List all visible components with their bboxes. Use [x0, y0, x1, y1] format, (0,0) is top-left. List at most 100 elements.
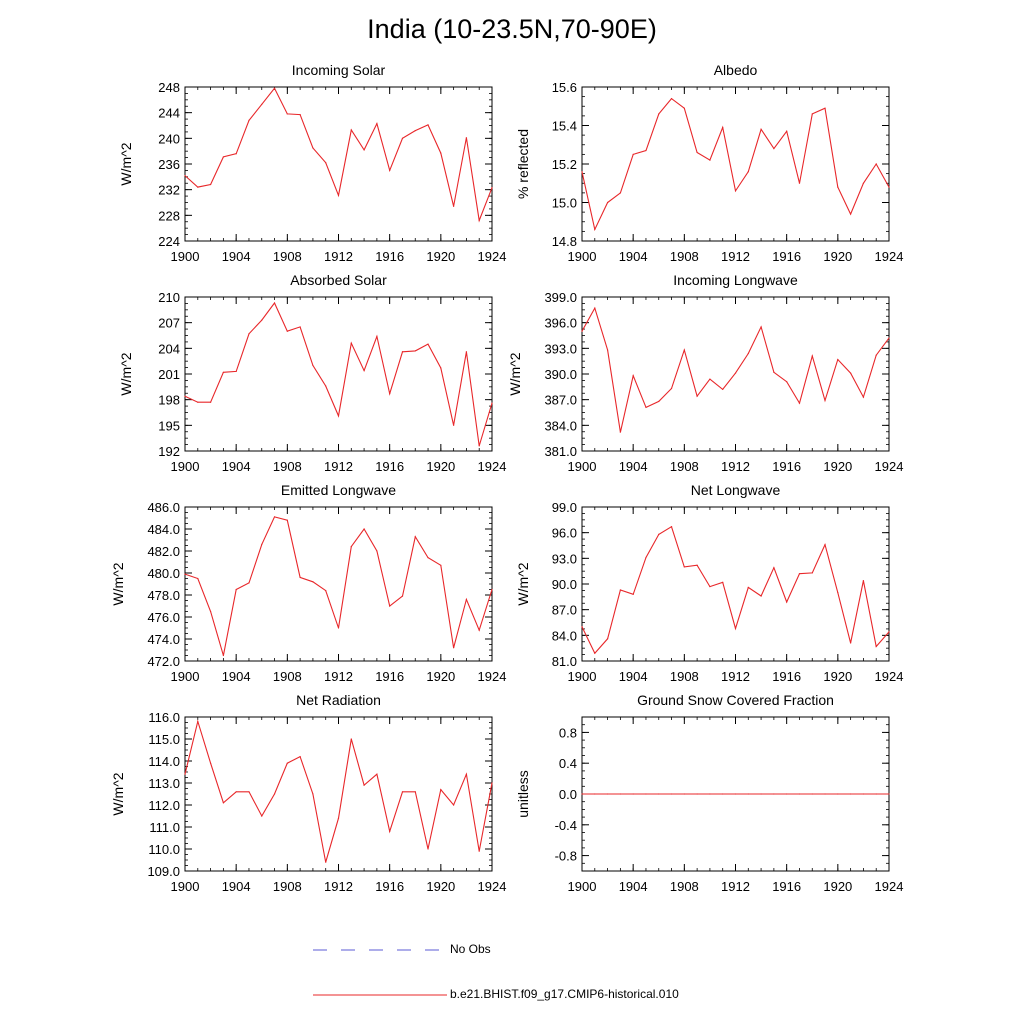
x-tick-label: 1908 [670, 669, 699, 684]
data-point [350, 738, 352, 740]
data-point [440, 564, 442, 566]
y-tick-label: 204 [158, 341, 180, 356]
data-point [453, 424, 455, 426]
data-point [862, 793, 865, 795]
data-point [606, 638, 609, 640]
series-line [184, 719, 493, 863]
data-point [747, 352, 749, 355]
data-point [581, 793, 583, 795]
chart-panel-5: 1900 1904 1908 1912 1916 1920 1924 81.0 84.0 87.0… [515, 482, 903, 684]
data-point [222, 156, 224, 158]
y-tick-label: 111.0 [149, 820, 180, 835]
chart-panel-7: 1900 1904 1908 1912 1916 1920 1924 -0.8 -0.4 0.0 0… [515, 692, 903, 894]
series-line [581, 97, 890, 232]
panel-title: Albedo [714, 62, 758, 78]
data-point [376, 773, 378, 775]
data-point [786, 793, 788, 795]
data-point [350, 129, 352, 131]
data-point [248, 791, 250, 793]
data-point [376, 550, 378, 552]
y-tick-label: 207 [158, 316, 180, 331]
data-point [261, 543, 263, 546]
data-point [209, 183, 212, 186]
y-tick-label: 393.0 [544, 341, 577, 356]
data-point [440, 367, 442, 369]
data-point [824, 544, 826, 546]
y-tick-label: 240 [158, 131, 180, 146]
data-point [786, 130, 788, 132]
y-tick-label: 472.0 [147, 654, 180, 669]
data-point [312, 147, 314, 149]
x-tick-label: 1920 [426, 879, 455, 894]
data-point [760, 128, 762, 130]
data-point [389, 830, 391, 833]
data-point [197, 720, 199, 723]
data-point [606, 349, 609, 351]
data-point [658, 533, 660, 535]
data-point [786, 381, 788, 383]
data-point [862, 579, 865, 582]
data-point [811, 572, 813, 574]
y-tick-label: 93.0 [552, 551, 577, 566]
x-tick-label: 1912 [324, 249, 353, 264]
y-tick-label: 390.0 [544, 367, 577, 382]
y-tick-label: 90.0 [552, 577, 577, 592]
y-tick-label: 15.6 [552, 80, 577, 95]
y-axis-label: W/m^2 [118, 352, 134, 395]
data-point [594, 793, 596, 795]
y-tick-label: 114.0 [148, 754, 180, 769]
data-point [619, 793, 621, 795]
x-tick-label: 1908 [670, 879, 699, 894]
data-point [594, 307, 596, 309]
data-point [594, 228, 596, 231]
x-tick-label: 1920 [823, 669, 852, 684]
data-point [491, 402, 493, 404]
y-tick-label: 96.0 [552, 526, 577, 541]
data-point [325, 162, 327, 164]
x-tick-label: 1912 [324, 459, 353, 474]
plot-frame [184, 506, 493, 662]
data-point [658, 793, 660, 795]
data-point [683, 107, 685, 109]
data-point [670, 526, 673, 528]
plot-frame [184, 716, 493, 872]
data-point [709, 585, 711, 588]
series-line [184, 301, 493, 447]
x-tick-label: 1908 [273, 879, 302, 894]
data-point [824, 399, 826, 402]
data-point [734, 372, 737, 374]
y-tick-label: 478.0 [147, 588, 180, 603]
y-tick-label: 84.0 [552, 628, 577, 643]
chart-panel-2: 1900 1904 1908 1912 1916 1920 1924 192 195 198 201… [118, 272, 506, 474]
data-point [299, 113, 301, 116]
data-point [670, 793, 673, 795]
data-point [632, 153, 634, 155]
data-point [427, 557, 429, 559]
data-point [709, 378, 711, 380]
y-tick-label: 228 [158, 208, 180, 223]
x-tick-label: 1904 [222, 249, 251, 264]
data-point [337, 817, 340, 819]
plot-frame [581, 86, 890, 242]
data-point [696, 793, 698, 795]
x-tick-label: 1920 [426, 669, 455, 684]
y-axis-label: W/m^2 [110, 772, 126, 815]
x-tick-label: 1912 [324, 669, 353, 684]
x-tick-label: 1908 [670, 249, 699, 264]
data-point [389, 169, 391, 172]
y-tick-label: 476.0 [147, 610, 180, 625]
data-point [440, 152, 442, 154]
x-tick-label: 1924 [478, 669, 507, 684]
data-point [478, 219, 480, 222]
data-point [747, 171, 749, 173]
y-axis-label: W/m^2 [515, 562, 531, 605]
data-point [427, 848, 429, 850]
y-tick-label: -0.4 [555, 818, 577, 833]
data-point [837, 591, 839, 594]
y-tick-label: 116.0 [148, 710, 180, 725]
y-tick-label: 15.4 [552, 119, 577, 134]
data-point [235, 153, 237, 155]
data-point [209, 401, 212, 403]
x-tick-label: 1908 [670, 459, 699, 474]
data-point [773, 793, 775, 795]
